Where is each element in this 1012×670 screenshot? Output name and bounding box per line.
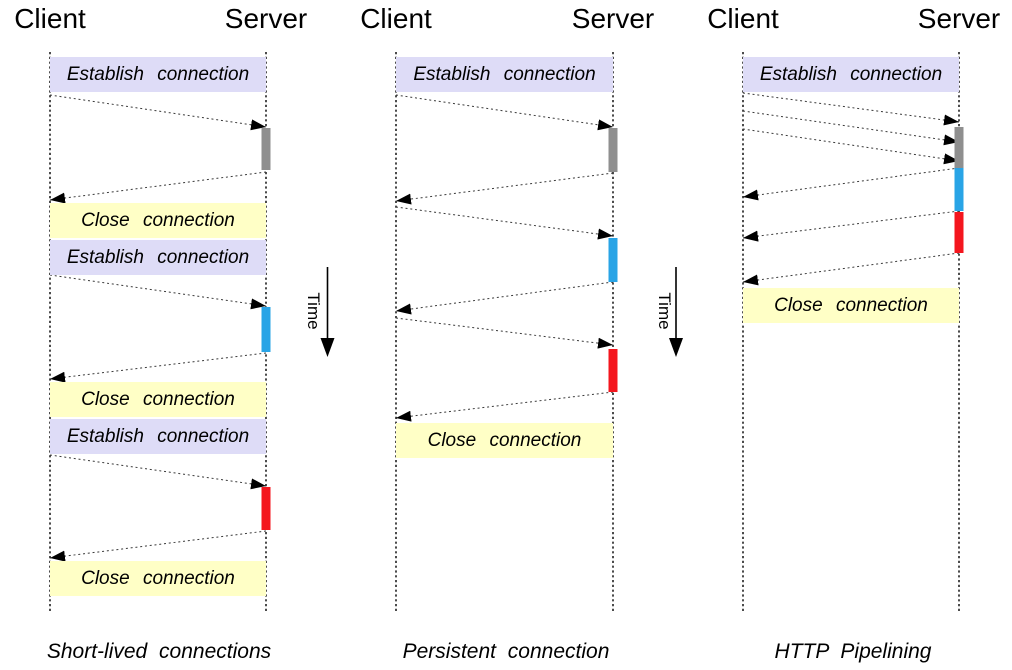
p3-caption: HTTP Pipelining [774, 640, 932, 663]
p1-establish-connection-box-3: Establish connection [50, 419, 266, 454]
p2-close-connection-box: Close connection [396, 423, 613, 458]
p1-response-arrow-1 [49, 171, 267, 204]
p1-request-arrow-3 [49, 454, 267, 490]
p1-response-arrow-2 [49, 352, 267, 383]
p1-processing-bar-gray [261, 128, 271, 170]
p1-server-label: Server [224, 3, 308, 34]
time-label-1: Time [304, 292, 323, 330]
p3-request-arrow-3 [742, 128, 960, 165]
p1-caption: Short-lived connections [46, 640, 272, 663]
p2-request-arrow-1 [395, 94, 614, 131]
p1-request-arrow-1 [49, 94, 267, 131]
p3-response-arrow-2 [742, 210, 960, 242]
p2-response-arrow-3 [395, 391, 614, 422]
p2-processing-bar-blue [608, 238, 618, 282]
p2-establish-connection-box: Establish connection [396, 57, 613, 92]
p3-client-label: Client [707, 3, 779, 34]
p3-request-arrow-1 [742, 92, 960, 126]
p3-close-connection-box: Close connection [743, 288, 959, 323]
p1-processing-bar-blue [261, 307, 271, 352]
p2-caption: Persistent connection [402, 640, 610, 663]
p2-request-arrow-2 [395, 206, 614, 240]
p1-response-arrow-3 [49, 530, 267, 562]
p1-request-arrow-2 [49, 274, 267, 310]
p3-request-arrow-2 [742, 110, 960, 146]
p1-processing-bar-red [261, 487, 271, 530]
time-arrowhead-2 [669, 338, 683, 357]
p2-processing-bar-red [608, 349, 618, 392]
p1-close-connection-box-3: Close connection [50, 561, 266, 596]
p3-processing-bar-gray [954, 127, 964, 168]
p2-processing-bar-gray [608, 128, 618, 172]
p2-response-arrow-2 [395, 281, 614, 315]
p2-response-arrow-1 [395, 172, 614, 205]
p1-close-connection-box-2: Close connection [50, 382, 266, 417]
p2-request-arrow-3 [395, 317, 614, 349]
p1-establish-connection-box-1: Establish connection [50, 57, 266, 92]
time-label-2: Time [655, 292, 674, 330]
p1-client-label: Client [14, 3, 86, 34]
p3-response-arrow-1 [742, 167, 960, 201]
p2-server-label: Server [571, 3, 655, 34]
time-arrowhead-1 [320, 338, 335, 357]
p3-establish-connection-box: Establish connection [743, 57, 959, 92]
p2-client-label: Client [360, 3, 432, 34]
p3-processing-bar-blue [954, 168, 964, 211]
p3-processing-bar-red [954, 212, 964, 253]
p1-close-connection-box-1: Close connection [50, 203, 266, 238]
p3-response-arrow-3 [742, 252, 960, 286]
p1-establish-connection-box-2: Establish connection [50, 240, 266, 275]
p3-server-label: Server [917, 3, 1001, 34]
